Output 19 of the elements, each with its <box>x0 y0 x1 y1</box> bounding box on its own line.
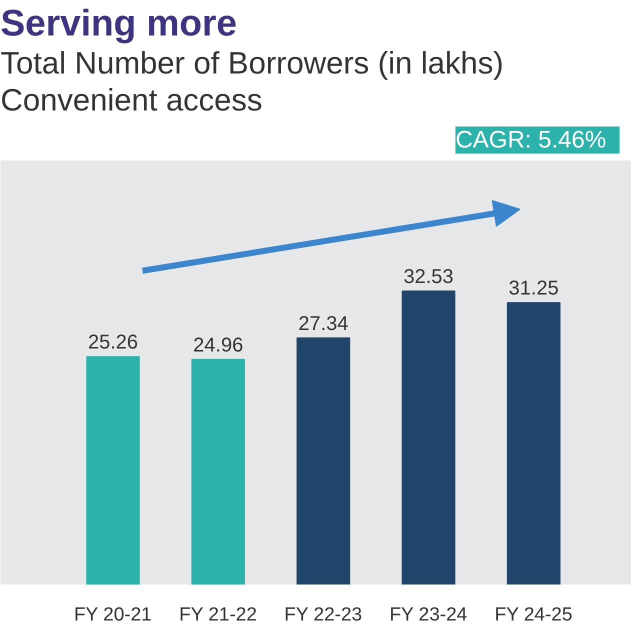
data-label: 27.34 <box>298 312 348 335</box>
chart-subtitle: Total Number of Borrowers (in lakhs) <box>0 46 504 80</box>
data-label: 32.53 <box>404 266 454 288</box>
bar <box>402 290 456 584</box>
text: Convenient access <box>0 82 262 118</box>
data-label: 31.25 <box>508 278 559 300</box>
x-tick-label: FY 22-23 <box>284 604 362 626</box>
bar <box>191 358 245 584</box>
x-tick-label: FY 20-21 <box>74 604 152 626</box>
x-tick-label: FY 24-25 <box>494 604 572 626</box>
data-label: 24.96 <box>193 334 244 356</box>
bar <box>506 302 560 584</box>
bar <box>86 356 140 584</box>
bar <box>296 337 350 584</box>
data-label: 25.26 <box>88 332 138 354</box>
text: CAGR: 5.46% <box>455 126 606 154</box>
x-tick-label: FY 23-24 <box>389 604 468 626</box>
chart-title: Serving more <box>0 2 237 44</box>
x-tick-label: FY 21-22 <box>179 604 257 626</box>
